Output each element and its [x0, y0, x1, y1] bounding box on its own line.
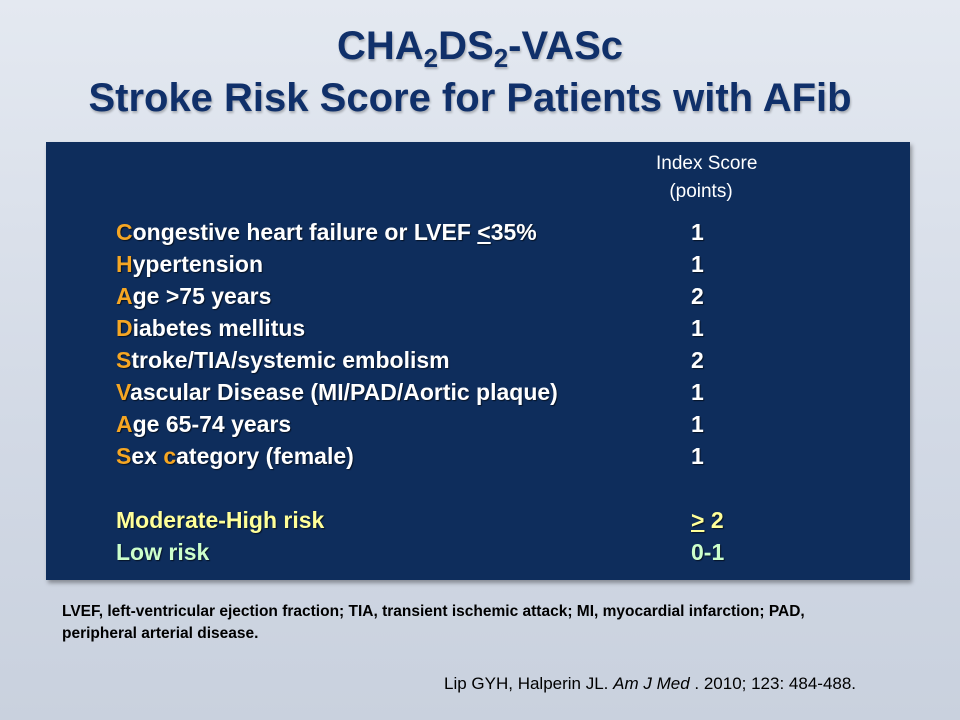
points-value: 2: [691, 283, 704, 309]
row-stroke: Stroke/TIA/systemic embolism 2: [116, 344, 704, 376]
row-diabetes: Diabetes mellitus 1: [116, 312, 704, 344]
row-moderate-high-risk: Moderate-High risk > 2: [116, 504, 724, 536]
row-congestive-heart-failure: Congestive heart failure or LVEF <35% 1: [116, 216, 704, 248]
title-line-2: Stroke Risk Score for Patients with AFib: [88, 76, 852, 120]
points-value: 1: [691, 411, 704, 437]
row-hypertension: Hypertension 1: [116, 248, 704, 280]
risk-threshold: > 2: [691, 507, 724, 533]
risk-threshold: 0-1: [691, 539, 725, 565]
row-age-65-74: Age 65-74 years 1: [116, 408, 704, 440]
column-header-index-score: Index Score (points): [656, 153, 758, 202]
row-sex-category: Sex category (female) 1: [116, 440, 704, 472]
citation: Lip GYH, Halperin JL. Am J Med . 2010; 1…: [444, 674, 857, 693]
points-value: 1: [691, 315, 704, 341]
points-value: 1: [691, 443, 704, 469]
row-vascular-disease: Vascular Disease (MI/PAD/Aortic plaque) …: [116, 376, 704, 408]
points-value: 1: [691, 379, 704, 405]
abbreviations-footnote: LVEF, left-ventricular ejection fraction…: [62, 603, 805, 642]
points-value: 1: [691, 251, 704, 277]
score-table-panel: Index Score (points) Congestive heart fa…: [46, 142, 910, 580]
points-value: 2: [691, 347, 704, 373]
row-age-over-75: Age >75 years 2: [116, 280, 704, 312]
points-value: 1: [691, 219, 704, 245]
title-line-1: CHA2DS2-VASc: [336, 24, 624, 73]
row-low-risk: Low risk 0-1: [116, 536, 724, 568]
